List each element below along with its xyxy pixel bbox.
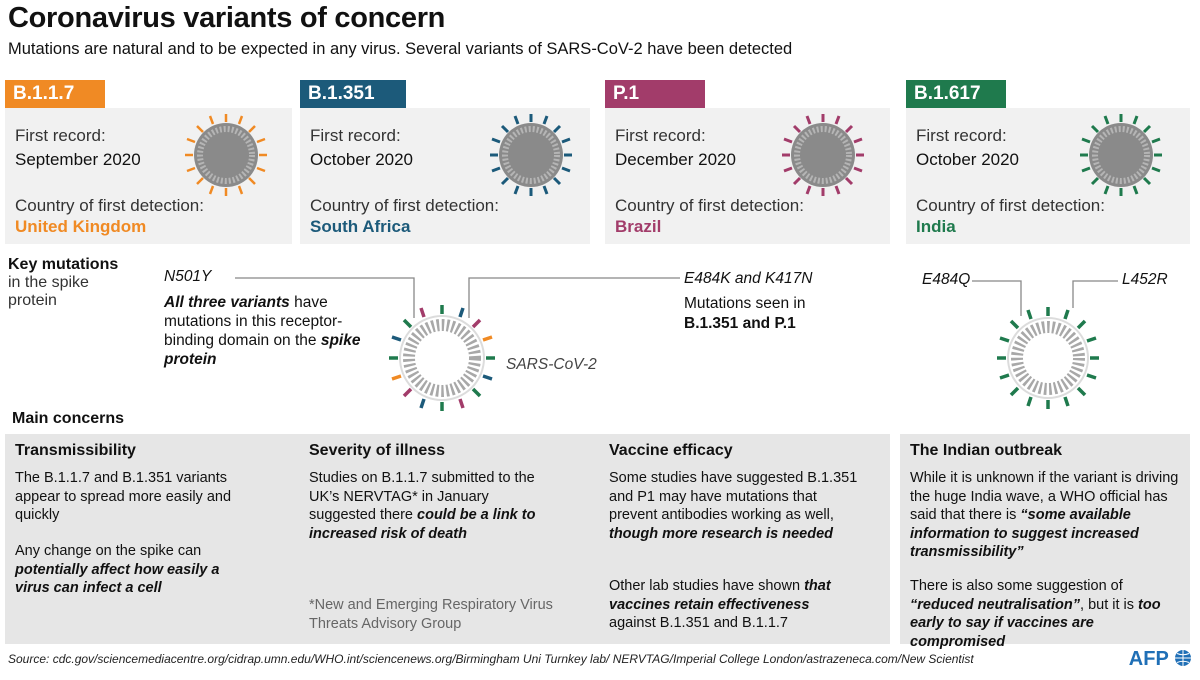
afp-logo-text: AFP — [1128, 648, 1169, 670]
concerns-panel: Transmissibility The B.1.1.7 and B.1.351… — [5, 434, 890, 644]
source-line: Source: cdc.gov/sciencemediacentre.org/c… — [8, 652, 974, 666]
vaccine-text-2b: that vaccines retain effectiveness — [609, 578, 831, 613]
page-subtitle: Mutations are natural and to be expected… — [8, 40, 793, 58]
vaccine-text-2a: Other lab studies have shown — [609, 578, 805, 594]
first-record-label: First record: — [615, 126, 706, 145]
variant-tag-b1351: B.1.351 — [300, 80, 406, 108]
severity-text-b: could be a link to increased risk of dea… — [309, 507, 536, 542]
virus-icon — [490, 114, 572, 196]
n501y-emphasis: All three variants — [164, 294, 290, 311]
india-text-1a: While it is unknown if the variant is dr… — [910, 470, 1179, 523]
first-record-label: First record: — [15, 126, 106, 145]
transmissibility-text-2a: Any change on the spike can — [15, 543, 202, 559]
e484k-variants: B.1.351 and P.1 — [684, 315, 796, 332]
nervtag-footnote: *New and Emerging Respiratory Virus Thre… — [309, 597, 553, 632]
virus-icon — [782, 114, 864, 196]
severity-text-a: Studies on B.1.1.7 submitted to the UK’s… — [309, 470, 535, 523]
first-record-value: December 2020 — [615, 150, 736, 169]
country-label: Country of first detection: — [15, 196, 204, 215]
variant-tag-p1: P.1 — [605, 80, 705, 108]
first-record-value: October 2020 — [310, 150, 414, 169]
first-record-value: October 2020 — [916, 150, 1020, 169]
variant-card-p1: First record: December 2020 Country of f… — [605, 108, 890, 244]
india-text-2a: There is also some suggestion of — [910, 578, 1123, 594]
b1617-virus-icon — [997, 307, 1099, 409]
variant-card-b117: First record: September 2020 Country of … — [5, 108, 292, 244]
n501y-spike: spike protein — [164, 332, 361, 368]
leader-lines — [235, 277, 1118, 318]
first-record-label: First record: — [916, 126, 1007, 145]
afp-logo: AFP — [1129, 648, 1192, 671]
e484k-label: E484K and K417N — [684, 270, 813, 287]
e484k-text: Mutations seen in — [684, 295, 806, 312]
variant-card-b1617: First record: October 2020 Country of fi… — [906, 108, 1190, 244]
page-title: Coronavirus variants of concern — [8, 2, 446, 34]
india-text-1b: “some available information to suggest i… — [910, 507, 1139, 560]
main-concerns-title: Main concerns — [12, 410, 125, 427]
variant-tag-b1617: B.1.617 — [906, 80, 1006, 108]
country-value: South Africa — [310, 217, 411, 236]
first-record-label: First record: — [310, 126, 401, 145]
key-mutations-subtitle: in the spike protein — [8, 274, 89, 309]
country-label: Country of first detection: — [310, 196, 499, 215]
first-record-value: September 2020 — [15, 150, 141, 169]
severity-text: Studies on B.1.1.7 submitted to the UK’s… — [309, 469, 559, 543]
india-text-2: There is also some suggestion of “reduce… — [910, 577, 1182, 651]
n501y-description: All three variants have mutations in thi… — [164, 293, 380, 369]
vaccine-text-2c: against B.1.351 and B.1.1.7 — [609, 615, 788, 631]
e484q-label: E484Q — [922, 271, 971, 288]
variant-tag-b117: B.1.1.7 — [5, 80, 105, 108]
vaccine-text-1a: Some studies have suggested B.1.351 and … — [609, 470, 858, 523]
vaccine-heading: Vaccine efficacy — [609, 442, 733, 459]
afp-globe-icon — [1175, 650, 1191, 666]
india-panel: The Indian outbreak While it is unknown … — [900, 434, 1190, 650]
vaccine-text-2: Other lab studies have shown that vaccin… — [609, 577, 859, 633]
india-text-2b: “reduced neutralisation” — [910, 596, 1081, 613]
sars-cov-2-label: SARS-CoV-2 — [506, 356, 597, 373]
india-text-2c: , but it is — [1080, 596, 1139, 613]
country-value: United Kingdom — [15, 217, 147, 236]
virus-icon — [1080, 114, 1162, 196]
transmissibility-heading: Transmissibility — [15, 442, 136, 459]
sars-cov-2-virus-icon — [389, 305, 495, 411]
india-text-1: While it is unknown if the variant is dr… — [910, 469, 1182, 562]
n501y-label: N501Y — [164, 268, 212, 285]
india-text-2d: too early to say if vaccines are comprom… — [910, 596, 1161, 650]
virus-icon — [185, 114, 267, 196]
vaccine-text-1: Some studies have suggested B.1.351 and … — [609, 469, 859, 543]
india-heading: The Indian outbreak — [910, 442, 1063, 459]
country-value: India — [916, 217, 956, 236]
severity-heading: Severity of illness — [309, 442, 446, 459]
n501y-text: have mutations in this receptor-binding … — [164, 294, 343, 349]
country-value: Brazil — [615, 217, 662, 236]
transmissibility-text-2b: potentially affect how easily a virus ca… — [15, 561, 220, 597]
transmissibility-text-2: Any change on the spike can potentially … — [15, 542, 225, 598]
transmissibility-text-1: The B.1.1.7 and B.1.351 variants appear … — [15, 470, 232, 523]
key-mutations-title: Key mutations — [8, 256, 119, 273]
vaccine-text-1b: though more research is needed — [609, 525, 834, 542]
l452r-label: L452R — [1122, 271, 1168, 288]
country-label: Country of first detection: — [916, 196, 1105, 215]
country-label: Country of first detection: — [615, 196, 804, 215]
variant-card-b1351: First record: October 2020 Country of fi… — [300, 108, 590, 244]
